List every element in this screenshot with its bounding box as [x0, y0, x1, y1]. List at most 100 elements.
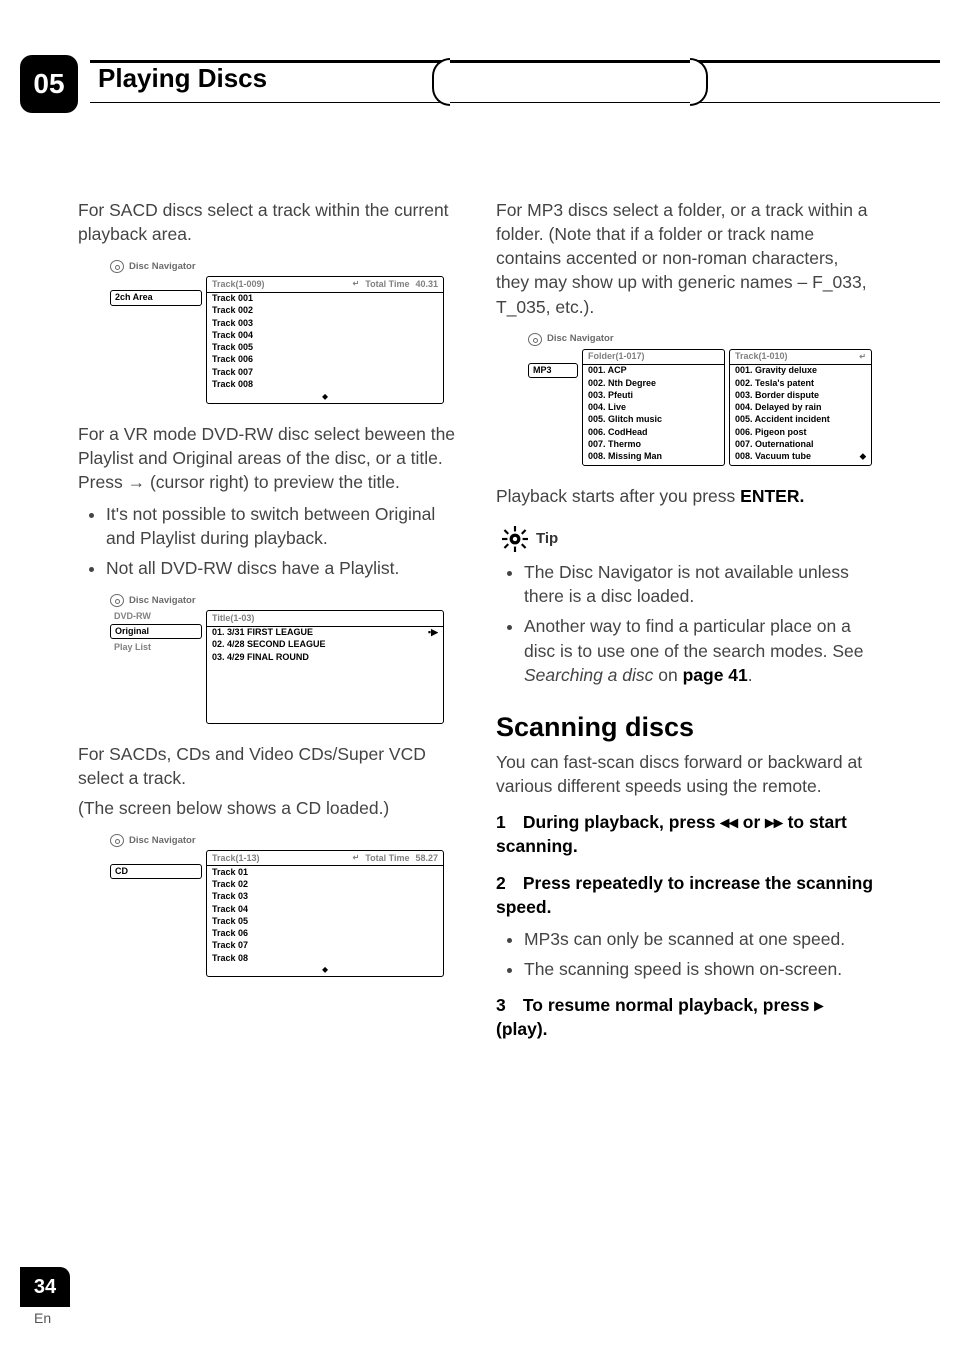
list-item: 001. ACP [588, 365, 719, 377]
list-item: It's not possible to switch between Orig… [106, 502, 458, 550]
language-code: En [34, 1310, 70, 1326]
list-item: The scanning speed is shown on-screen. [524, 957, 876, 981]
header-paren-right-icon [690, 58, 708, 106]
list-item: 005. Glitch music [588, 414, 719, 426]
list-item: 02. 4/28 SECOND LEAGUE [212, 639, 438, 651]
list-item: Track 02 [212, 879, 438, 891]
tip-label: Tip [536, 529, 558, 550]
list-item: Track 004 [212, 329, 438, 341]
enter-label: ENTER. [740, 486, 804, 506]
play-icon: ▸ [814, 995, 823, 1015]
list-item: 008. Vacuum tube [735, 451, 860, 462]
left-bullet-list-1: It's not possible to switch between Orig… [106, 502, 458, 580]
reference-title: Searching a disc [524, 665, 653, 685]
list-item: The Disc Navigator is not available unle… [524, 560, 876, 608]
list-item: 006. CodHead [588, 426, 719, 438]
scroll-down-icon: ⬥ [207, 966, 443, 976]
section-heading-scanning: Scanning discs [496, 709, 876, 746]
page-footer: 34 En [20, 1267, 70, 1326]
disc-navigator-cd: Disc Navigator CD Track(1-13) ↵ Total Ti… [110, 834, 444, 977]
disc-icon [110, 260, 124, 273]
disc-navigator-sacd: Disc Navigator 2ch Area Track(1-009) ↵ T… [110, 260, 444, 403]
scan-forward-icon: ▸▸ [765, 812, 783, 832]
list-item: Track 04 [212, 903, 438, 915]
text-span: on [653, 665, 682, 685]
gear-icon [502, 526, 528, 552]
nav-header-left: Track(1-009) [212, 279, 265, 290]
list-item: 002. Tesla's patent [735, 377, 866, 389]
scan-back-icon: ◂◂ [720, 812, 738, 832]
nav-title: Disc Navigator [547, 333, 614, 345]
nav-title: Disc Navigator [129, 835, 196, 847]
list-item: 03. 4/29 FINAL ROUND [212, 651, 438, 663]
tip-heading: Tip [502, 526, 876, 552]
right-para-1: For MP3 discs select a folder, or a trac… [496, 198, 876, 319]
text-span: or [738, 812, 765, 832]
nav-left-mp3: MP3 [528, 363, 578, 378]
chapter-title: Playing Discs [98, 63, 267, 94]
list-item: Track 08 [212, 952, 438, 964]
list-item: 008. Missing Man [588, 451, 719, 463]
list-item: 006. Pigeon post [735, 426, 866, 438]
scroll-down-icon: ⬥ [860, 451, 866, 462]
nav-header-folder: Folder(1-017) [588, 351, 645, 362]
list-item: Track 002 [212, 305, 438, 317]
nav-left-area: 2ch Area [110, 290, 202, 305]
return-icon: ↵ [353, 279, 360, 289]
disc-icon [528, 333, 542, 346]
list-item: Track 001 [212, 293, 438, 305]
nav-header-totaltime-label: Total Time [365, 853, 409, 864]
scroll-down-icon: ⬥ [207, 393, 443, 403]
page-reference: page 41 [683, 665, 748, 685]
nav-header-left: Track(1-13) [212, 853, 260, 864]
right-para-3: You can fast-scan discs forward or backw… [496, 750, 876, 798]
list-item: Track 006 [212, 354, 438, 366]
chapter-number-badge: 05 [20, 55, 78, 113]
list-item: 01. 3/31 FIRST LEAGUE [212, 627, 428, 638]
text-span: (play). [496, 1019, 548, 1039]
return-icon: ↵ [353, 853, 360, 863]
list-item: Track 05 [212, 915, 438, 927]
list-item: 003. Border dispute [735, 389, 866, 401]
content-columns: For SACD discs select a track within the… [78, 198, 878, 1047]
list-item: 002. Nth Degree [588, 377, 719, 389]
nav-header-totaltime-label: Total Time [365, 279, 409, 290]
disc-navigator-dvdrw: Disc Navigator DVD-RW Original Play List… [110, 594, 444, 723]
step-3: 3 To resume normal playback, press ▸ (pl… [496, 993, 876, 1041]
return-icon: ↵ [859, 352, 866, 362]
nav-header-totaltime-value: 58.27 [415, 853, 438, 864]
text-span: Playback starts after you press [496, 486, 740, 506]
list-item: Track 003 [212, 317, 438, 329]
list-item: MP3s can only be scanned at one speed. [524, 927, 876, 951]
text-span: . [748, 665, 753, 685]
list-item: 005. Accident incident [735, 414, 866, 426]
right-column: For MP3 discs select a folder, or a trac… [496, 198, 876, 1047]
nav-header-totaltime-value: 40.31 [415, 279, 438, 290]
left-para-2: For a VR mode DVD-RW disc select beween … [78, 422, 458, 494]
step-1: 1 During playback, press ◂◂ or ▸▸ to sta… [496, 810, 876, 858]
left-para-1: For SACD discs select a track within the… [78, 198, 458, 246]
nav-title: Disc Navigator [129, 595, 196, 607]
list-item: Track 01 [212, 866, 438, 878]
list-item: Not all DVD-RW discs have a Playlist. [106, 556, 458, 580]
list-item: Track 07 [212, 940, 438, 952]
tip-bullet-list: The Disc Navigator is not available unle… [524, 560, 876, 687]
page-header: 05 Playing Discs [0, 60, 954, 112]
nav-header-left: Title(1-03) [212, 613, 254, 624]
nav-track-list: Track 001 Track 002 Track 003 Track 004 … [207, 293, 443, 393]
list-item: 003. Pfeuti [588, 389, 719, 401]
step-number: 3 [496, 993, 518, 1017]
nav-body: Track(1-009) ↵ Total Time 40.31 Track 00… [206, 276, 444, 403]
list-item: Track 06 [212, 928, 438, 940]
nav-title-row: Disc Navigator [110, 260, 444, 273]
list-item: Track 008 [212, 378, 438, 390]
nav-left-label: DVD-RW [110, 610, 206, 623]
nav-header-track: Track(1-010) [735, 351, 788, 362]
list-item: Track 007 [212, 366, 438, 378]
header-paren-left-icon [432, 58, 450, 106]
list-item: Track 005 [212, 342, 438, 354]
list-item: Track 03 [212, 891, 438, 903]
list-item: Another way to find a particular place o… [524, 614, 876, 686]
nav-left-original: Original [110, 624, 202, 639]
disc-icon [110, 594, 124, 607]
